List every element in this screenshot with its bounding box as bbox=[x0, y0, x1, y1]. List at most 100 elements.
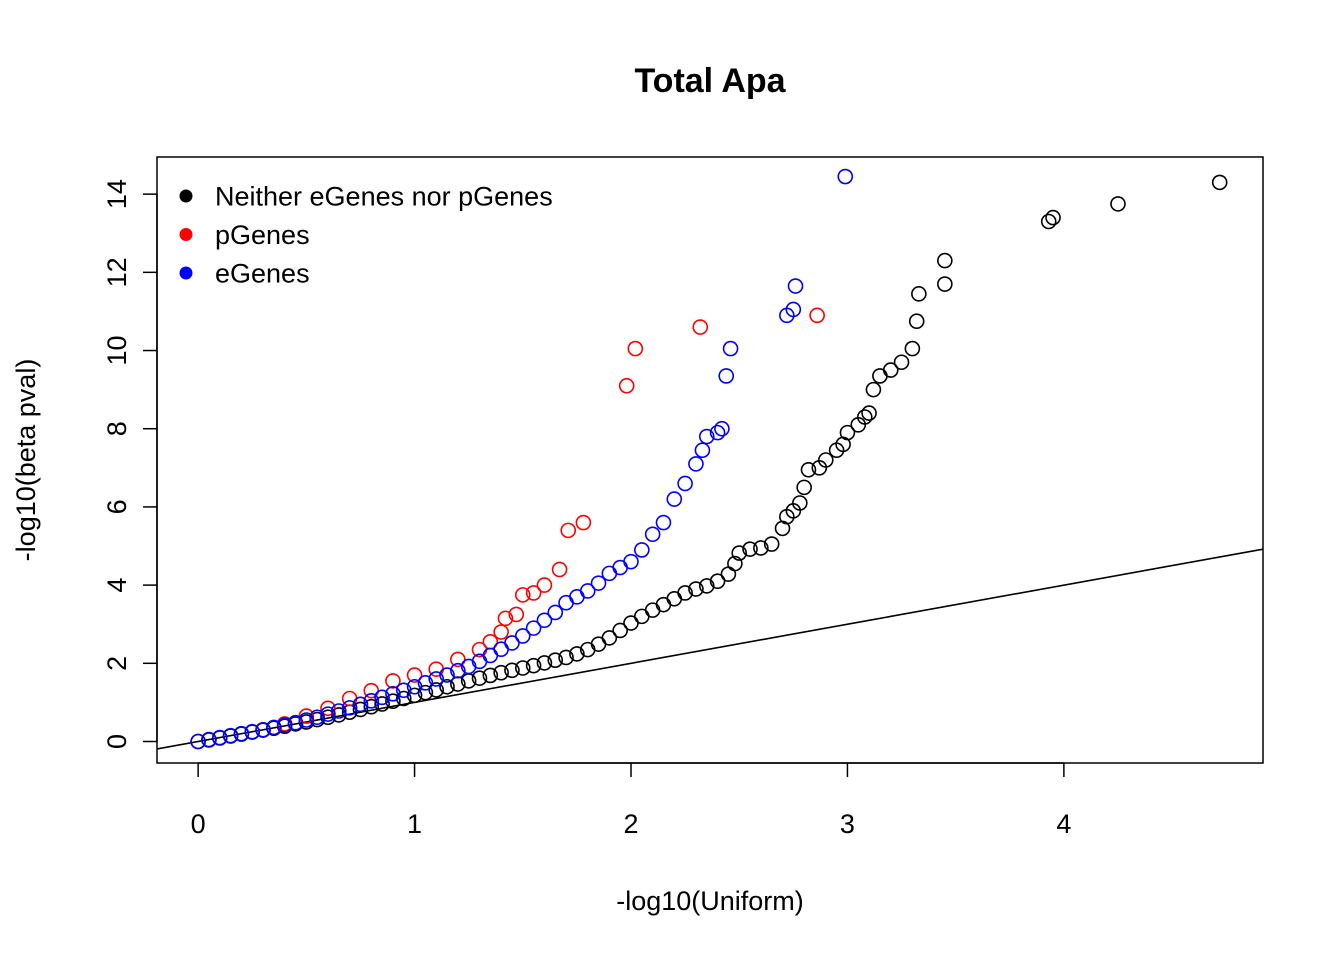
data-point bbox=[893, 354, 910, 371]
data-point bbox=[601, 630, 618, 646]
data-point bbox=[623, 615, 639, 631]
data-point bbox=[590, 575, 607, 591]
legend-marker bbox=[179, 228, 193, 241]
data-point bbox=[363, 693, 380, 709]
data-point bbox=[911, 286, 927, 302]
reference-line-group bbox=[157, 548, 1263, 750]
data-point bbox=[514, 660, 531, 676]
data-point bbox=[575, 514, 592, 531]
data-point bbox=[698, 578, 715, 594]
x-tick-label: 4 bbox=[1056, 809, 1071, 839]
data-point bbox=[504, 635, 520, 651]
reference-line bbox=[157, 548, 1263, 750]
data-point bbox=[634, 608, 650, 625]
data-point bbox=[644, 526, 661, 543]
data-point bbox=[666, 491, 683, 507]
data-point bbox=[211, 729, 228, 746]
data-point bbox=[1110, 196, 1126, 212]
data-point bbox=[623, 553, 639, 570]
data-point bbox=[698, 428, 715, 445]
data-point bbox=[395, 682, 412, 699]
data-point bbox=[718, 368, 735, 384]
legend-entry: eGenes bbox=[179, 259, 310, 289]
data-point bbox=[837, 168, 854, 185]
x-tick-label: 0 bbox=[191, 809, 206, 839]
data-points bbox=[190, 168, 1228, 750]
y-axis: 0 2 4 6 8 10 12 14 bbox=[102, 179, 158, 749]
data-point bbox=[688, 456, 704, 472]
data-point bbox=[536, 612, 553, 629]
legend: Neither eGenes nor pGenes pGenes eGenes bbox=[179, 182, 553, 289]
data-point bbox=[450, 651, 466, 668]
data-point bbox=[612, 559, 628, 576]
data-point bbox=[655, 596, 672, 613]
data-point bbox=[937, 276, 953, 292]
data-point bbox=[1211, 174, 1228, 191]
data-point bbox=[482, 647, 499, 664]
data-point bbox=[450, 662, 466, 679]
data-point bbox=[525, 620, 542, 636]
data-point bbox=[493, 624, 509, 640]
data-point bbox=[504, 662, 520, 679]
data-point bbox=[865, 381, 882, 398]
data-point bbox=[908, 313, 925, 330]
data-point bbox=[525, 585, 542, 601]
data-point bbox=[722, 340, 739, 357]
data-point bbox=[547, 604, 564, 621]
series-2 bbox=[190, 168, 854, 750]
data-point bbox=[655, 514, 672, 531]
data-point bbox=[1040, 213, 1057, 230]
data-point bbox=[644, 602, 661, 618]
data-point bbox=[320, 700, 336, 717]
data-point bbox=[508, 606, 525, 623]
data-point bbox=[882, 362, 899, 378]
data-point bbox=[493, 641, 509, 658]
legend-label: Neither eGenes nor pGenes bbox=[215, 182, 553, 212]
legend-marker bbox=[179, 266, 193, 280]
data-point bbox=[677, 475, 693, 492]
data-point bbox=[233, 725, 250, 742]
data-point bbox=[688, 581, 704, 597]
data-point bbox=[341, 700, 358, 716]
data-point bbox=[536, 655, 553, 671]
data-point bbox=[558, 594, 574, 611]
data-point bbox=[385, 685, 401, 702]
data-point bbox=[352, 696, 369, 713]
data-point bbox=[720, 566, 737, 582]
data-point bbox=[352, 701, 369, 718]
data-point bbox=[406, 667, 423, 683]
data-point bbox=[385, 693, 401, 710]
data-point bbox=[800, 461, 817, 478]
series-1 bbox=[255, 307, 825, 738]
data-point bbox=[796, 479, 812, 496]
y-tick-label: 6 bbox=[102, 499, 132, 514]
data-point bbox=[1045, 209, 1061, 226]
data-point bbox=[714, 420, 730, 437]
data-point bbox=[709, 424, 726, 441]
x-tick-label: 3 bbox=[840, 809, 855, 839]
legend-label: pGenes bbox=[215, 220, 310, 250]
data-point bbox=[497, 610, 514, 627]
data-point bbox=[569, 646, 585, 662]
data-point bbox=[601, 565, 618, 582]
data-point bbox=[727, 555, 743, 572]
data-point bbox=[753, 540, 769, 556]
y-tick-label: 0 bbox=[102, 734, 132, 749]
data-point bbox=[839, 424, 856, 441]
data-point bbox=[439, 678, 455, 695]
data-point bbox=[763, 536, 780, 552]
data-point bbox=[612, 622, 628, 639]
data-point bbox=[439, 667, 455, 683]
data-point bbox=[309, 709, 325, 726]
data-point bbox=[809, 307, 825, 324]
chart-title: Total Apa bbox=[634, 62, 786, 100]
data-point bbox=[385, 673, 401, 689]
data-point bbox=[482, 667, 499, 684]
y-tick-label: 10 bbox=[102, 336, 132, 366]
data-point bbox=[677, 585, 693, 601]
plot-frame bbox=[156, 156, 1264, 764]
data-point bbox=[493, 664, 509, 681]
data-point bbox=[569, 589, 585, 605]
y-tick-label: 2 bbox=[102, 656, 132, 671]
